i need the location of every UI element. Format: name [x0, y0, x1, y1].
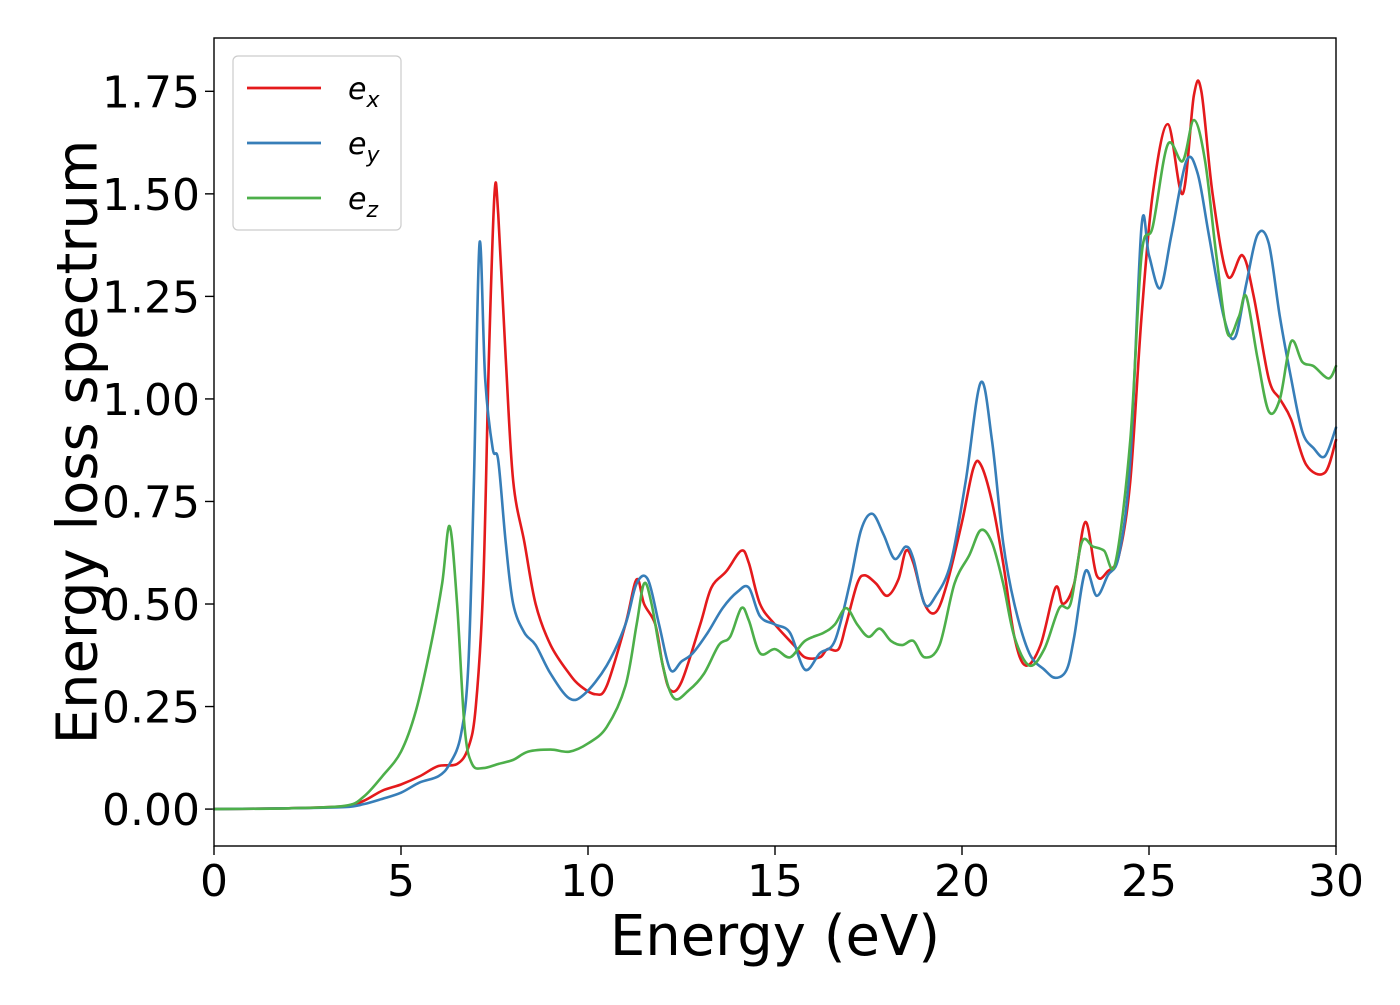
legend-label-base: e — [348, 72, 366, 107]
y-tick-label: 1.25 — [102, 272, 200, 323]
y-tick-label: 0.00 — [102, 785, 200, 836]
y-tick-label: 0.25 — [102, 683, 200, 734]
legend-label: ex — [348, 72, 380, 113]
x-tick-label: 25 — [1121, 856, 1177, 907]
x-tick-label: 0 — [200, 856, 228, 907]
x-tick-label: 30 — [1308, 856, 1364, 907]
y-tick-label: 0.50 — [102, 580, 200, 631]
axes-group: 0 5 10 15 20 25 30 0.00 0.25 0.50 0.75 1.00 1.25 1.50… — [102, 67, 1364, 907]
legend-label: ez — [348, 182, 378, 223]
plot-frame — [213, 37, 1337, 847]
y-axis-label: Energy loss spectrum — [46, 140, 111, 745]
y-tick-label: 0.75 — [102, 477, 200, 528]
x-tick-label: 20 — [934, 856, 990, 907]
legend-label: ey — [348, 127, 380, 168]
legend-label-subscript: y — [365, 143, 380, 168]
y-tick-label: 1.50 — [102, 170, 200, 221]
legend-label-subscript: x — [365, 88, 380, 113]
series-line-ez — [212, 118, 1338, 811]
x-tick-label: 15 — [747, 856, 803, 907]
x-axis-label: Energy (eV) — [610, 904, 940, 969]
legend-label-base: e — [348, 127, 366, 162]
x-tick-label: 5 — [387, 856, 415, 907]
y-tick-label: 1.75 — [102, 67, 200, 118]
y-tick-label: 1.00 — [102, 375, 200, 426]
series-line-ey — [212, 155, 1338, 811]
x-tick-label: 10 — [560, 856, 616, 907]
legend-label-base: e — [348, 182, 366, 217]
series-group — [212, 79, 1338, 811]
series-line-ex — [212, 79, 1338, 811]
legend-label-subscript: z — [365, 198, 378, 223]
